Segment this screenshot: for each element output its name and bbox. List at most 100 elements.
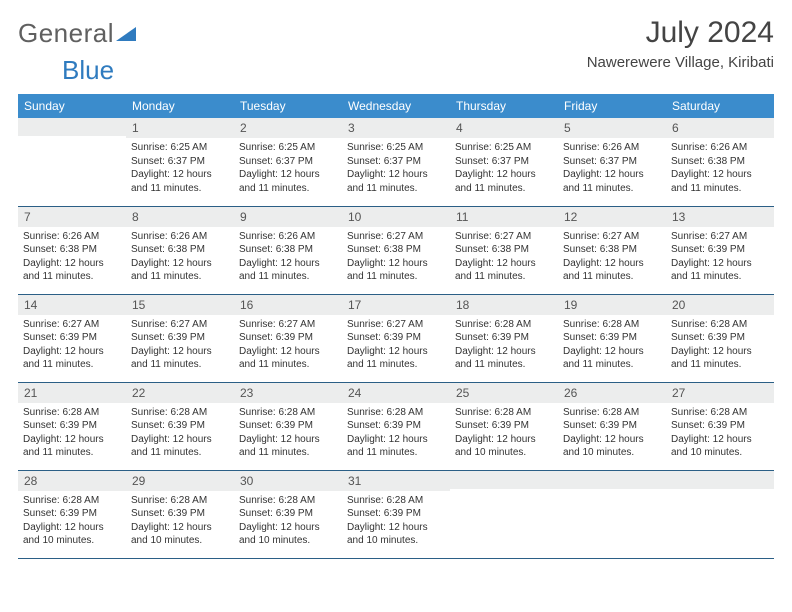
calendar-cell: 3Sunrise: 6:25 AMSunset: 6:37 PMDaylight…	[342, 118, 450, 206]
day-number: 5	[558, 118, 666, 138]
brand-logo: General	[18, 18, 138, 49]
sunset-text: Sunset: 6:39 PM	[347, 507, 445, 521]
sunrise-text: Sunrise: 6:28 AM	[239, 494, 337, 508]
day-details: Sunrise: 6:28 AMSunset: 6:39 PMDaylight:…	[18, 491, 126, 552]
day-details: Sunrise: 6:27 AMSunset: 6:39 PMDaylight:…	[126, 315, 234, 376]
sunset-text: Sunset: 6:39 PM	[671, 243, 769, 257]
day-number: 25	[450, 383, 558, 403]
daylight-text: Daylight: 12 hours and 10 minutes.	[239, 521, 337, 548]
day-details	[666, 489, 774, 496]
daylight-text: Daylight: 12 hours and 11 minutes.	[347, 168, 445, 195]
calendar-cell: 29Sunrise: 6:28 AMSunset: 6:39 PMDayligh…	[126, 470, 234, 558]
sunset-text: Sunset: 6:38 PM	[131, 243, 229, 257]
location: Nawerewere Village, Kiribati	[587, 54, 774, 71]
sunset-text: Sunset: 6:39 PM	[563, 419, 661, 433]
day-details: Sunrise: 6:28 AMSunset: 6:39 PMDaylight:…	[666, 315, 774, 376]
calendar-cell: 6Sunrise: 6:26 AMSunset: 6:38 PMDaylight…	[666, 118, 774, 206]
sunset-text: Sunset: 6:39 PM	[671, 331, 769, 345]
calendar-row: 21Sunrise: 6:28 AMSunset: 6:39 PMDayligh…	[18, 382, 774, 470]
sunrise-text: Sunrise: 6:28 AM	[455, 318, 553, 332]
sunrise-text: Sunrise: 6:28 AM	[23, 494, 121, 508]
day-details: Sunrise: 6:28 AMSunset: 6:39 PMDaylight:…	[558, 315, 666, 376]
sunrise-text: Sunrise: 6:28 AM	[563, 406, 661, 420]
daylight-text: Daylight: 12 hours and 11 minutes.	[23, 433, 121, 460]
calendar-cell	[450, 470, 558, 558]
day-details: Sunrise: 6:28 AMSunset: 6:39 PMDaylight:…	[18, 403, 126, 464]
sunset-text: Sunset: 6:39 PM	[131, 507, 229, 521]
weekday-header: Monday	[126, 94, 234, 118]
day-number: 9	[234, 207, 342, 227]
sunset-text: Sunset: 6:39 PM	[131, 419, 229, 433]
calendar-cell: 1Sunrise: 6:25 AMSunset: 6:37 PMDaylight…	[126, 118, 234, 206]
day-number	[666, 471, 774, 489]
day-details: Sunrise: 6:27 AMSunset: 6:39 PMDaylight:…	[18, 315, 126, 376]
daylight-text: Daylight: 12 hours and 10 minutes.	[455, 433, 553, 460]
calendar-cell: 20Sunrise: 6:28 AMSunset: 6:39 PMDayligh…	[666, 294, 774, 382]
daylight-text: Daylight: 12 hours and 11 minutes.	[671, 257, 769, 284]
title-block: July 2024 Nawerewere Village, Kiribati	[587, 18, 774, 71]
day-details: Sunrise: 6:27 AMSunset: 6:39 PMDaylight:…	[342, 315, 450, 376]
weekday-header: Thursday	[450, 94, 558, 118]
sunrise-text: Sunrise: 6:26 AM	[563, 141, 661, 155]
calendar-cell: 15Sunrise: 6:27 AMSunset: 6:39 PMDayligh…	[126, 294, 234, 382]
day-number: 15	[126, 295, 234, 315]
weekday-header: Wednesday	[342, 94, 450, 118]
day-number: 6	[666, 118, 774, 138]
day-number	[558, 471, 666, 489]
weekday-header: Tuesday	[234, 94, 342, 118]
weekday-header: Saturday	[666, 94, 774, 118]
sunset-text: Sunset: 6:39 PM	[131, 331, 229, 345]
day-details: Sunrise: 6:26 AMSunset: 6:37 PMDaylight:…	[558, 138, 666, 199]
daylight-text: Daylight: 12 hours and 11 minutes.	[563, 168, 661, 195]
daylight-text: Daylight: 12 hours and 11 minutes.	[455, 168, 553, 195]
calendar-cell: 11Sunrise: 6:27 AMSunset: 6:38 PMDayligh…	[450, 206, 558, 294]
daylight-text: Daylight: 12 hours and 10 minutes.	[131, 521, 229, 548]
day-details: Sunrise: 6:28 AMSunset: 6:39 PMDaylight:…	[666, 403, 774, 464]
sunset-text: Sunset: 6:39 PM	[455, 331, 553, 345]
sunrise-text: Sunrise: 6:26 AM	[671, 141, 769, 155]
brand-triangle-icon	[116, 25, 138, 43]
daylight-text: Daylight: 12 hours and 11 minutes.	[23, 345, 121, 372]
day-number: 8	[126, 207, 234, 227]
day-number: 13	[666, 207, 774, 227]
day-number	[18, 118, 126, 136]
sunrise-text: Sunrise: 6:27 AM	[131, 318, 229, 332]
day-number: 26	[558, 383, 666, 403]
sunset-text: Sunset: 6:37 PM	[563, 155, 661, 169]
day-number: 4	[450, 118, 558, 138]
daylight-text: Daylight: 12 hours and 11 minutes.	[455, 345, 553, 372]
calendar-cell: 30Sunrise: 6:28 AMSunset: 6:39 PMDayligh…	[234, 470, 342, 558]
daylight-text: Daylight: 12 hours and 11 minutes.	[239, 257, 337, 284]
calendar-table: Sunday Monday Tuesday Wednesday Thursday…	[18, 94, 774, 559]
day-number: 11	[450, 207, 558, 227]
calendar-cell: 18Sunrise: 6:28 AMSunset: 6:39 PMDayligh…	[450, 294, 558, 382]
calendar-cell: 23Sunrise: 6:28 AMSunset: 6:39 PMDayligh…	[234, 382, 342, 470]
sunrise-text: Sunrise: 6:28 AM	[239, 406, 337, 420]
calendar-page: General July 2024 Nawerewere Village, Ki…	[0, 0, 792, 569]
day-number: 7	[18, 207, 126, 227]
calendar-cell: 26Sunrise: 6:28 AMSunset: 6:39 PMDayligh…	[558, 382, 666, 470]
calendar-cell: 27Sunrise: 6:28 AMSunset: 6:39 PMDayligh…	[666, 382, 774, 470]
sunrise-text: Sunrise: 6:25 AM	[239, 141, 337, 155]
sunset-text: Sunset: 6:38 PM	[671, 155, 769, 169]
day-details: Sunrise: 6:28 AMSunset: 6:39 PMDaylight:…	[234, 491, 342, 552]
daylight-text: Daylight: 12 hours and 11 minutes.	[131, 345, 229, 372]
sunset-text: Sunset: 6:39 PM	[563, 331, 661, 345]
calendar-cell: 5Sunrise: 6:26 AMSunset: 6:37 PMDaylight…	[558, 118, 666, 206]
brand-word-1: General	[18, 18, 114, 49]
sunrise-text: Sunrise: 6:26 AM	[239, 230, 337, 244]
calendar-cell: 22Sunrise: 6:28 AMSunset: 6:39 PMDayligh…	[126, 382, 234, 470]
calendar-cell: 19Sunrise: 6:28 AMSunset: 6:39 PMDayligh…	[558, 294, 666, 382]
weekday-header: Friday	[558, 94, 666, 118]
calendar-cell: 4Sunrise: 6:25 AMSunset: 6:37 PMDaylight…	[450, 118, 558, 206]
sunrise-text: Sunrise: 6:28 AM	[131, 494, 229, 508]
sunrise-text: Sunrise: 6:28 AM	[563, 318, 661, 332]
daylight-text: Daylight: 12 hours and 11 minutes.	[455, 257, 553, 284]
day-details: Sunrise: 6:28 AMSunset: 6:39 PMDaylight:…	[450, 315, 558, 376]
calendar-row: 1Sunrise: 6:25 AMSunset: 6:37 PMDaylight…	[18, 118, 774, 206]
day-details: Sunrise: 6:28 AMSunset: 6:39 PMDaylight:…	[342, 403, 450, 464]
day-details: Sunrise: 6:27 AMSunset: 6:38 PMDaylight:…	[450, 227, 558, 288]
day-number: 19	[558, 295, 666, 315]
daylight-text: Daylight: 12 hours and 11 minutes.	[563, 345, 661, 372]
daylight-text: Daylight: 12 hours and 11 minutes.	[239, 168, 337, 195]
